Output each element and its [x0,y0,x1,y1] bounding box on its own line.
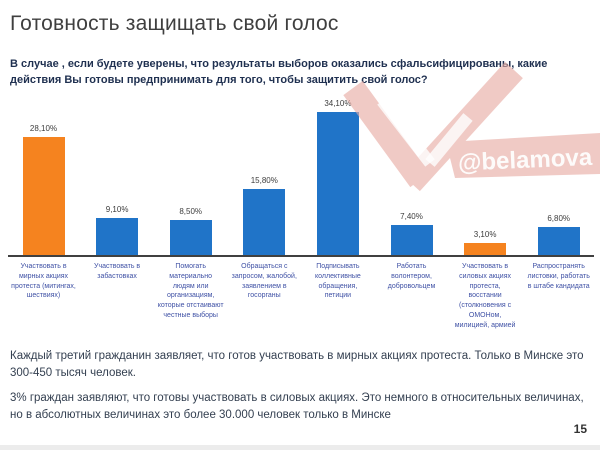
bar-value-label: 8,50% [179,207,203,216]
bar [537,227,580,256]
bar [464,242,507,256]
category-axis-label: Подписывать коллективные обращения, пети… [315,263,361,300]
bar-value-label: 3,10% [473,229,497,239]
conclusion-notes: Каждый третий гражданин заявляет, что го… [10,348,588,424]
note-force-actions: 3% граждан заявляют, что готовы участвов… [10,392,584,422]
slide-bottom-strip [0,445,600,450]
bar-value-label: 9,10% [105,204,129,214]
x-axis-line [8,255,594,257]
page-title: Готовность защищать свой голос [10,12,339,35]
category-axis-label: Участвовать в забастовках [94,263,141,280]
category-axis-label: Распространять листовки, работать в штаб… [527,263,590,290]
bar-value-label: 28,10% [29,124,58,134]
bar [243,189,286,256]
note-peaceful-protest: Каждый третий гражданин заявляет, что го… [10,350,584,379]
category-axis-label: Участвовать в силовых акциях протеста, в… [454,263,516,329]
page-number: 15 [573,422,587,436]
bar [22,137,65,256]
category-axis-label: Участвовать в мирных акциях протеста (ми… [11,263,76,300]
bar [96,217,139,256]
bar [169,220,212,256]
bar [390,224,433,256]
category-axis-label: Обращаться с запросом, жалобой, заявлени… [231,263,297,300]
bar-value-label: 6,80% [547,214,571,224]
category-axis-label: Работать волонтером, добровольцем [387,263,436,290]
bar-value-label: 34,10% [324,98,352,108]
category-axis-label: Помогать материально людям или организац… [157,263,224,319]
bar [316,111,359,256]
bar-value-label: 15,80% [250,176,278,186]
bar-value-label: 7,40% [400,211,423,221]
